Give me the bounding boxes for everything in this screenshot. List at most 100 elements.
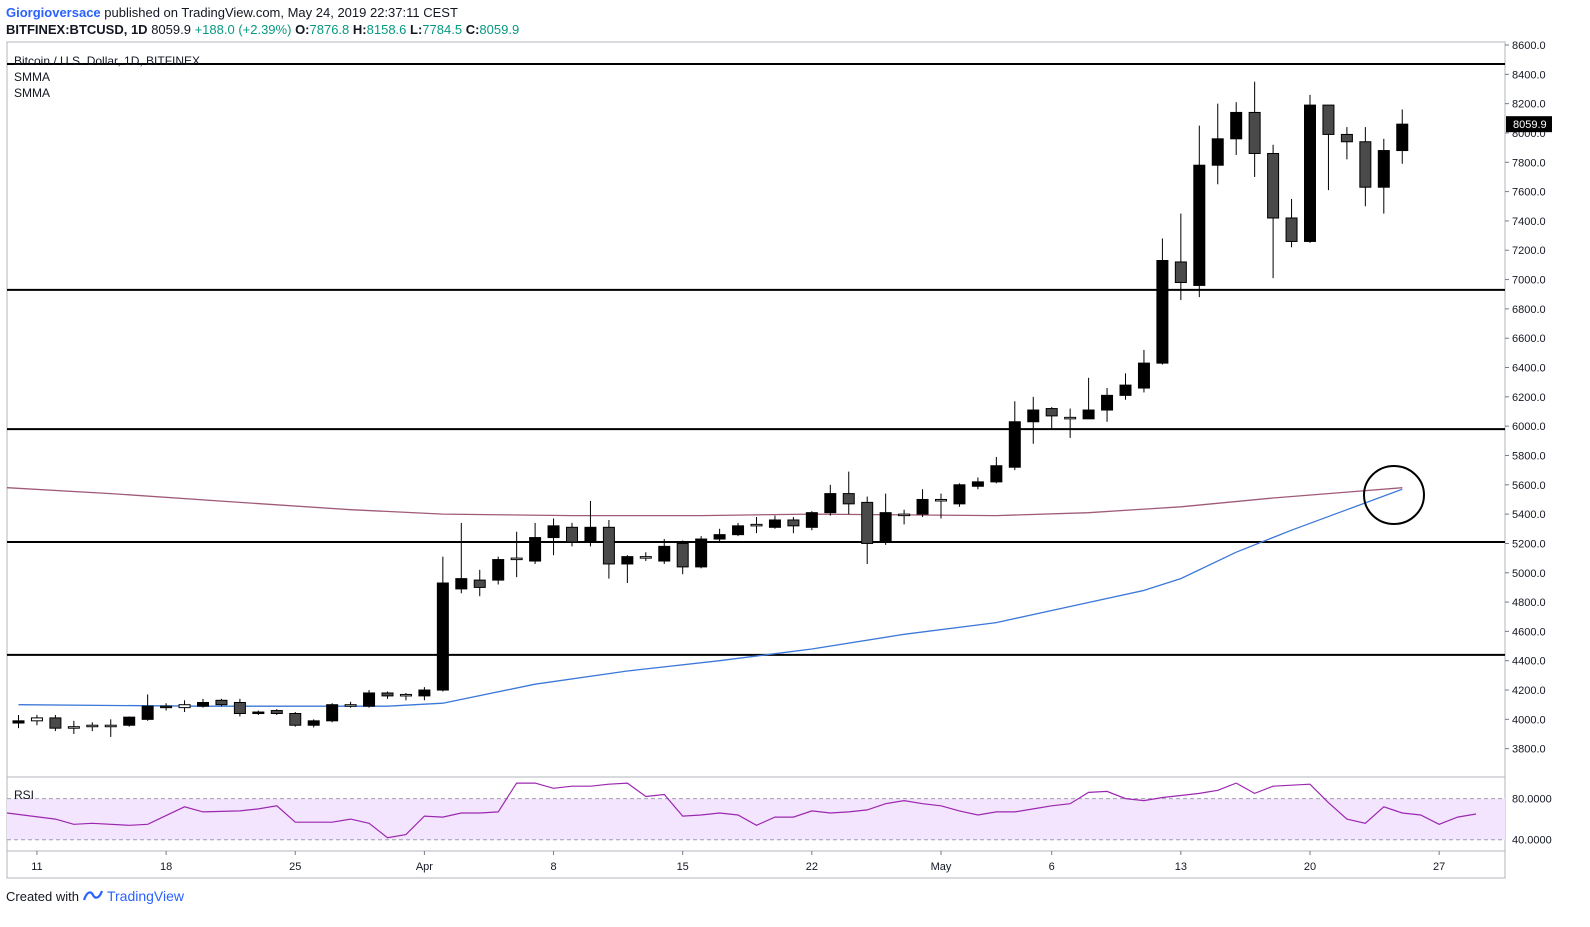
- high-value: 8158.6: [366, 22, 407, 37]
- time-tick-label: 11: [31, 861, 42, 873]
- last-price-label: 8059.9: [1513, 119, 1547, 131]
- tradingview-logo-icon: [82, 889, 104, 904]
- price-tick-label: 4800.0: [1512, 597, 1546, 609]
- candle-body: [602, 526, 615, 565]
- candle-body: [1193, 164, 1206, 286]
- candle-body: [455, 578, 468, 590]
- candle-body: [123, 716, 136, 726]
- candle-body: [344, 704, 357, 707]
- pane-title: Bitcoin / U.S. Dollar, 1D, BITFINEX: [14, 54, 200, 68]
- price-tick-label: 5000.0: [1512, 568, 1546, 580]
- candle-body: [566, 526, 578, 543]
- time-tick-label: 18: [160, 861, 172, 873]
- footer: Created with TradingView: [6, 888, 184, 904]
- rsi-band: [7, 798, 1505, 840]
- candle-body: [990, 465, 1003, 483]
- candle-body: [732, 525, 745, 536]
- candle-body: [1340, 133, 1353, 143]
- candle-body: [49, 717, 62, 729]
- open-label: O:: [295, 22, 310, 37]
- last-price-tag: [1506, 116, 1552, 133]
- price-tick-label: 7600.0: [1512, 187, 1546, 199]
- symbol-ohlc-line: BITFINEX:BTCUSD, 1D 8059.9 +188.0 (+2.39…: [6, 22, 519, 37]
- candle-body: [695, 538, 708, 568]
- candle-body: [1156, 260, 1169, 364]
- indicator-label-1: SMMA: [14, 70, 50, 84]
- price-tick-label: 4200.0: [1512, 685, 1546, 697]
- price-tick-label: 8600.0: [1512, 40, 1546, 52]
- tradingview-brand-link[interactable]: TradingView: [106, 888, 185, 904]
- candle-body: [658, 545, 671, 562]
- candle-body: [750, 523, 763, 527]
- rsi-series: [6, 782, 1477, 839]
- publish-info: Giorgioversace published on TradingView.…: [6, 5, 458, 20]
- price-tick-label: 5800.0: [1512, 450, 1546, 462]
- candle-body: [898, 513, 911, 517]
- price-tick-label: 8200.0: [1512, 99, 1546, 111]
- price-tick-label: 6600.0: [1512, 333, 1546, 345]
- candle-body: [252, 711, 265, 715]
- candle-body: [1322, 104, 1335, 135]
- candle-body: [363, 692, 376, 707]
- rsi-axis: 80.0000 40.0000: [1512, 794, 1552, 847]
- created-with-text: Created with: [6, 888, 79, 904]
- price-tick-label: 6000.0: [1512, 421, 1546, 433]
- high-label: H:: [352, 22, 367, 37]
- candle-body: [842, 493, 855, 505]
- candle-body: [215, 699, 228, 706]
- candle-body: [1377, 150, 1390, 188]
- candle-body: [12, 720, 25, 724]
- candle-body: [768, 519, 781, 528]
- price-tick-label: 6200.0: [1512, 392, 1546, 404]
- candle-body: [824, 493, 837, 514]
- candle-body: [1082, 409, 1095, 420]
- last-price: 8059.9: [151, 22, 191, 37]
- published-text: published on TradingView.com, May 24, 20…: [104, 5, 458, 20]
- price-tick-label: 7400.0: [1512, 216, 1546, 228]
- candle-body: [1064, 416, 1077, 420]
- candle-body: [326, 704, 339, 722]
- price-tick-label: 5400.0: [1512, 509, 1546, 521]
- candle-body: [289, 712, 302, 726]
- candle-body: [861, 501, 874, 544]
- time-tick-label: Apr: [416, 861, 433, 873]
- time-tick-label: 8: [550, 861, 556, 873]
- annotation-circle: [1363, 465, 1425, 525]
- candle-body: [1267, 152, 1280, 219]
- rsi-label: RSI: [14, 788, 34, 802]
- candle-body: [1304, 104, 1316, 242]
- time-tick-label: 27: [1433, 861, 1445, 873]
- candle-body: [639, 556, 652, 559]
- price-tick-label: 3800.0: [1512, 744, 1546, 756]
- close-value: 8059.9: [479, 22, 520, 37]
- candle-body: [86, 724, 99, 728]
- price-tick-label: 4000.0: [1512, 714, 1546, 726]
- chart-frame: [6, 41, 1506, 879]
- candle-body: [935, 498, 947, 502]
- candle-body: [1396, 123, 1409, 152]
- symbol-label: BITFINEX:BTCUSD, 1D: [6, 22, 148, 37]
- change-value: +188.0 (+2.39%): [194, 22, 292, 37]
- price-tick-label: 6800.0: [1512, 304, 1546, 316]
- candle-body: [67, 726, 80, 729]
- candle-body: [270, 710, 283, 714]
- candle-body: [1359, 141, 1372, 188]
- candle-body: [879, 512, 892, 543]
- time-tick-label: 13: [1175, 861, 1187, 873]
- candle-body: [399, 693, 412, 697]
- price-axis[interactable]: 8600.08400.08200.08000.07800.07600.07400…: [1505, 40, 1546, 756]
- candle-body: [233, 702, 246, 714]
- price-tick-label: 7200.0: [1512, 245, 1546, 257]
- author-link[interactable]: Giorgioversace: [6, 5, 101, 20]
- candle-body: [141, 705, 154, 720]
- candle-body: [160, 705, 173, 709]
- time-tick-label: 6: [1049, 861, 1055, 873]
- indicator-label-2: SMMA: [14, 86, 50, 100]
- candle-body: [1119, 384, 1132, 396]
- time-axis[interactable]: 11 18 25 Apr 8 15 22 May 6 13 20 27: [31, 851, 1445, 873]
- candle-body: [30, 717, 43, 722]
- price-tick-label: 5200.0: [1512, 538, 1546, 550]
- candle-body: [1101, 394, 1114, 411]
- price-tick-label: 6400.0: [1512, 363, 1546, 375]
